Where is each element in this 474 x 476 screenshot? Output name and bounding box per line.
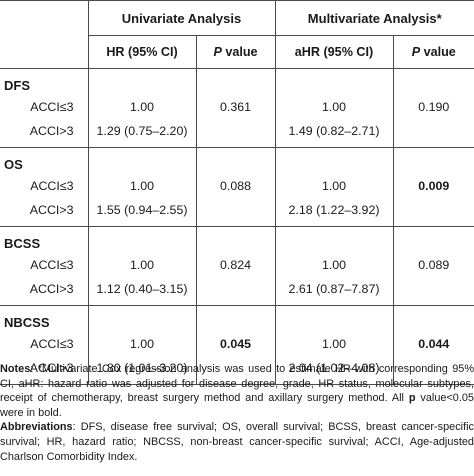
header-row-columns: HR (95% CI) P value aHR (95% CI) P value — [0, 35, 474, 69]
abbreviations-paragraph: Abbreviations: DFS, disease free surviva… — [0, 420, 474, 464]
p2-cell: 0.009 — [392, 174, 474, 198]
results-table: Univariate Analysis Multivariate Analysi… — [0, 0, 474, 385]
ahr-cell: 2.61 (0.87–7.87) — [274, 277, 393, 306]
p-italic: P — [213, 45, 222, 59]
p-cell: 0.088 — [195, 174, 275, 198]
header-p-value: P value — [195, 35, 275, 69]
group-row-bcss: BCSS — [0, 226, 474, 253]
hr-cell: 1.00 — [87, 332, 196, 356]
p2-cell: 0.190 — [392, 95, 474, 119]
p-rest: value — [221, 45, 258, 59]
p-cell: 0.361 — [195, 95, 275, 119]
header-blank-cell — [0, 0, 88, 36]
p-cell — [195, 356, 275, 385]
p2-italic: P — [411, 45, 421, 59]
group-row-os: OS — [0, 147, 474, 174]
notes-p: p — [408, 392, 416, 405]
table-row: ACCI≤3 1.00 0.045 1.00 0.044 — [0, 332, 474, 356]
ahr-cell: 1.00 — [274, 95, 393, 119]
row-label: ACCI>3 — [0, 277, 88, 306]
p-cell: 0.045 — [195, 332, 275, 356]
header-p2-value: P value — [392, 35, 474, 69]
p2-cell: 0.044 — [392, 332, 474, 356]
group-row-nbcss: NBCSS — [0, 305, 474, 332]
header-hr: HR (95% CI) — [87, 35, 196, 69]
ahr-cell: 2.04 (1.02–4.08) — [274, 356, 393, 385]
ahr-cell: 1.49 (0.82–2.71) — [274, 119, 393, 148]
p2-cell — [392, 198, 474, 227]
row-label: ACCI≤3 — [30, 258, 74, 272]
ahr-cell: 1.00 — [274, 332, 393, 356]
hr-cell: 1.00 — [87, 253, 196, 277]
abbreviations-label: Abbreviations — [0, 421, 73, 434]
notes-tail: value<0.05 were in bold. — [0, 392, 474, 419]
table-row: ACCI≤3 1.00 0.088 1.00 0.009 — [0, 174, 474, 198]
p-cell — [195, 119, 275, 148]
notes-label: Notes — [0, 363, 31, 375]
p2-cell: 0.089 — [392, 253, 474, 277]
p-cell — [195, 198, 275, 227]
header-ahr: aHR (95% CI) — [274, 35, 393, 69]
abbreviations-text: : DFS, disease free survival; OS, overal… — [0, 421, 474, 463]
ahr-cell: 1.00 — [274, 253, 393, 277]
row-label: ACCI≤3 — [30, 179, 74, 193]
hr-cell: 1.29 (0.75–2.20) — [87, 119, 196, 148]
ahr-cell: 1.00 — [274, 174, 393, 198]
group-name: NBCSS — [4, 314, 50, 330]
hr-cell: 1.00 — [87, 174, 196, 198]
table-row: ACCI>3 1.80 (1.01–3.20) 2.04 (1.02–4.08) — [0, 356, 474, 385]
hr-cell: 1.12 (0.40–3.15) — [87, 277, 196, 306]
group-row-dfs: DFS — [0, 68, 474, 95]
group-name: DFS — [4, 77, 30, 93]
group-name: BCSS — [4, 235, 41, 251]
header-multivariate: Multivariate Analysis* — [274, 0, 474, 36]
p2-cell — [392, 277, 474, 306]
table-row: ACCI>3 1.12 (0.40–3.15) 2.61 (0.87–7.87) — [0, 277, 474, 306]
hr-cell: 1.00 — [87, 95, 196, 119]
p-cell: 0.824 — [195, 253, 275, 277]
group-name: OS — [4, 156, 23, 172]
row-label: ACCI≤3 — [30, 100, 74, 114]
table-row: ACCI>3 1.55 (0.94–2.55) 2.18 (1.22–3.92) — [0, 198, 474, 227]
row-label: ACCI>3 — [0, 198, 88, 227]
p-cell — [195, 277, 275, 306]
row-label: ACCI>3 — [0, 119, 88, 148]
row-label: ACCI≤3 — [30, 337, 74, 351]
header-row-groups: Univariate Analysis Multivariate Analysi… — [0, 0, 474, 36]
table-row: ACCI>3 1.29 (0.75–2.20) 1.49 (0.82–2.71) — [0, 119, 474, 148]
p2-cell — [392, 119, 474, 148]
p2-cell — [392, 356, 474, 385]
notes-text: : *Multivariate Cox regression analysis … — [0, 363, 474, 405]
table-footnotes: Notes: *Multivariate Cox regression anal… — [0, 362, 474, 464]
row-label: ACCI>3 — [0, 356, 88, 385]
notes-paragraph: Notes: *Multivariate Cox regression anal… — [0, 362, 474, 420]
table-row: ACCI≤3 1.00 0.824 1.00 0.089 — [0, 253, 474, 277]
hr-cell: 1.80 (1.01–3.20) — [87, 356, 196, 385]
header-blank-cell-2 — [0, 35, 88, 69]
header-univariate: Univariate Analysis — [87, 0, 275, 36]
ahr-cell: 2.18 (1.22–3.92) — [274, 198, 393, 227]
results-table-container: Univariate Analysis Multivariate Analysi… — [0, 0, 474, 385]
hr-cell: 1.55 (0.94–2.55) — [87, 198, 196, 227]
table-row: ACCI≤3 1.00 0.361 1.00 0.190 — [0, 95, 474, 119]
p2-rest: value — [420, 45, 456, 59]
